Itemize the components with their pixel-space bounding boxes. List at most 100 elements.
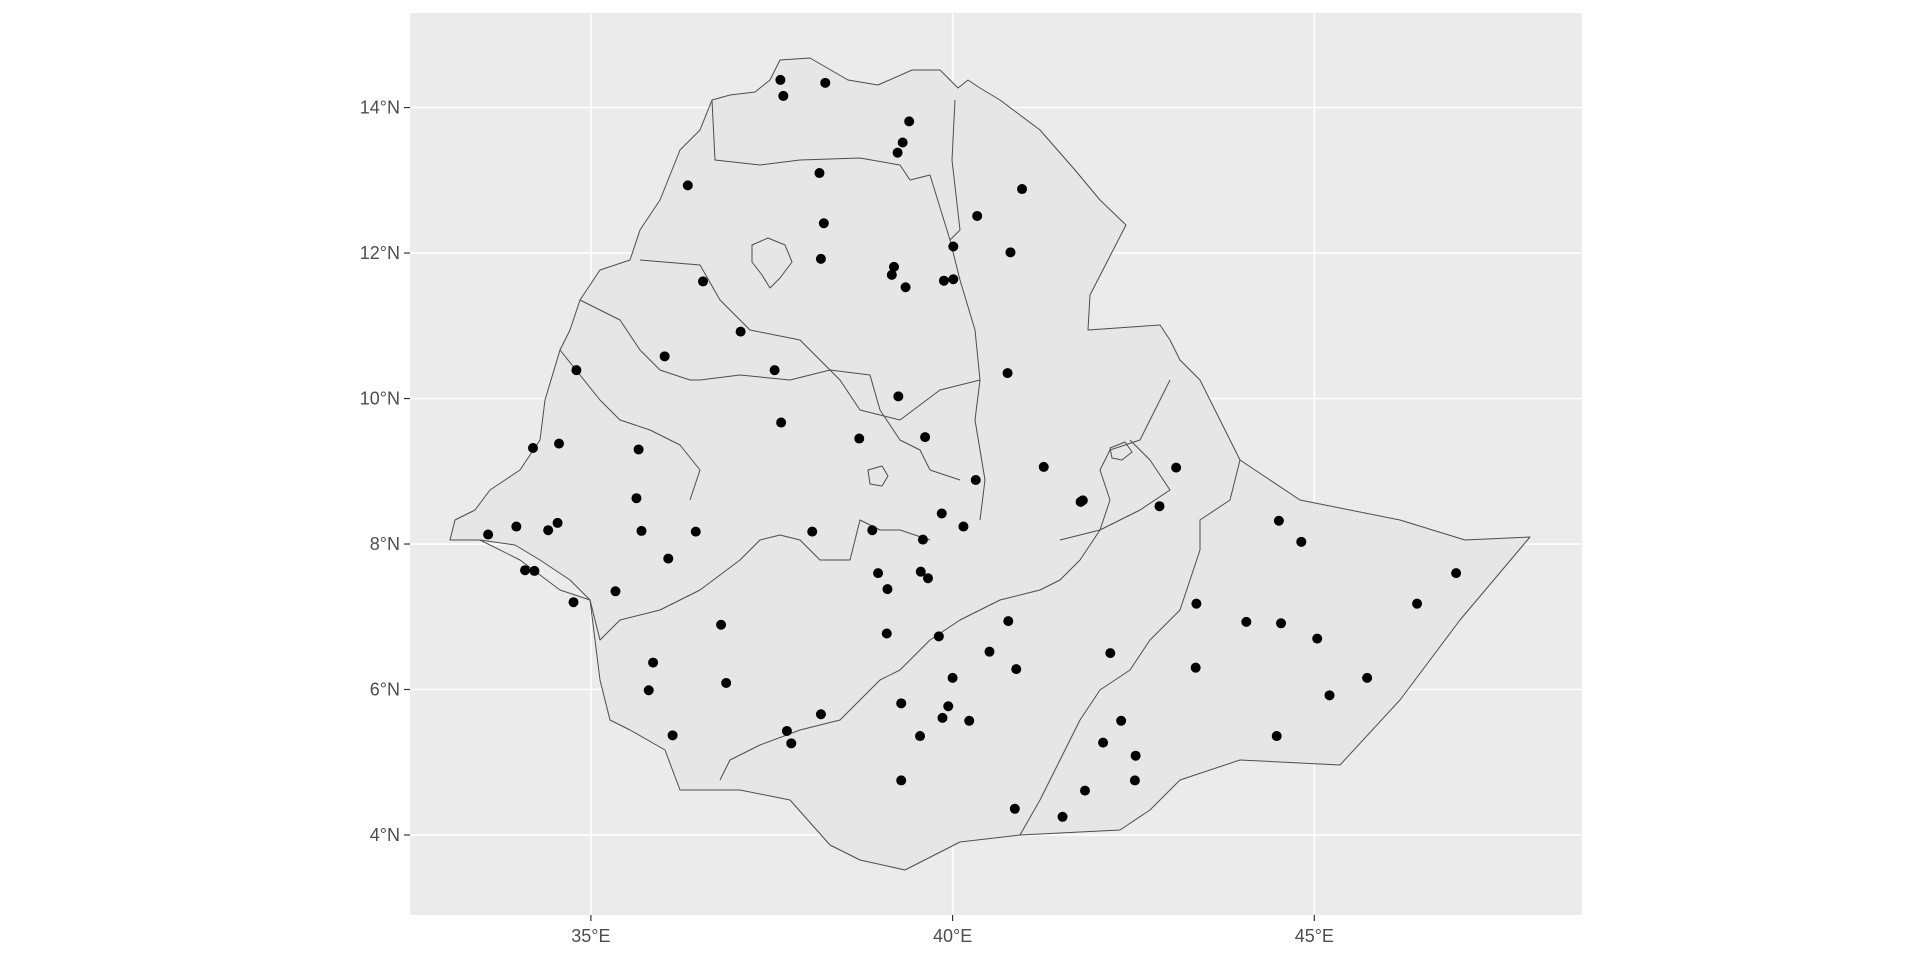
point-81 (896, 698, 907, 709)
point-24 (571, 365, 582, 376)
point-95 (1129, 775, 1140, 786)
region-border-east (1059, 439, 1171, 541)
point-68 (1312, 633, 1323, 644)
point-84 (937, 712, 948, 723)
point-66 (716, 619, 727, 630)
x-tick-label-2: 45°E (1295, 926, 1334, 946)
point-8 (1017, 184, 1028, 195)
ethiopia-regions (449, 57, 1531, 871)
point-52 (529, 565, 540, 576)
point-2 (820, 77, 831, 88)
region-border-south-west (479, 519, 931, 641)
point-64 (1241, 616, 1252, 627)
point-17 (938, 275, 949, 286)
point-74 (1190, 662, 1201, 673)
country-outline (449, 57, 1531, 871)
point-6 (682, 180, 693, 191)
point-51 (520, 565, 531, 576)
point-18 (948, 274, 959, 285)
point-67 (1003, 616, 1014, 627)
y-tick-label-1: 6°N (370, 680, 400, 700)
point-45 (552, 517, 563, 528)
point-26 (527, 442, 538, 453)
point-41 (917, 534, 928, 545)
x-tick-label-0: 35°E (571, 926, 610, 946)
point-21 (659, 351, 670, 362)
point-78 (721, 677, 732, 688)
point-88 (786, 738, 797, 749)
point-38 (631, 493, 642, 504)
point-37 (1154, 501, 1165, 512)
point-0 (775, 74, 786, 85)
point-82 (943, 701, 954, 712)
point-28 (633, 444, 644, 455)
point-4 (897, 137, 908, 148)
point-61 (1451, 568, 1462, 579)
point-58 (568, 597, 579, 608)
point-11 (948, 241, 959, 252)
point-15 (886, 269, 897, 280)
point-87 (781, 725, 792, 736)
point-53 (873, 568, 884, 579)
point-76 (947, 672, 958, 683)
point-16 (900, 282, 911, 293)
point-19 (698, 276, 708, 287)
region-border-south (719, 379, 1171, 781)
point-72 (1105, 648, 1116, 659)
point-50 (663, 553, 674, 564)
point-73 (648, 657, 659, 668)
point-10 (972, 210, 983, 221)
region-border-west (559, 349, 701, 501)
point-63 (1191, 598, 1202, 609)
point-69 (881, 628, 892, 639)
point-55 (922, 573, 933, 584)
point-12 (1005, 247, 1016, 258)
point-96 (1079, 785, 1090, 796)
region-border-benishangul (579, 299, 700, 381)
point-36 (1077, 495, 1088, 506)
point-89 (915, 731, 926, 742)
point-42 (483, 529, 494, 540)
point-56 (882, 584, 893, 595)
point-91 (1130, 750, 1141, 761)
point-34 (1171, 462, 1182, 473)
point-59 (1273, 515, 1284, 526)
region-border-amhara-oromia (699, 369, 961, 481)
point-43 (511, 521, 522, 532)
y-axis: 4°N 6°N 8°N 10°N 12°N 14°N (360, 98, 410, 845)
enclave-addis (867, 465, 889, 487)
point-20 (735, 326, 746, 337)
point-92 (1271, 731, 1282, 742)
y-tick-label-4: 12°N (360, 243, 400, 263)
point-25 (893, 391, 904, 402)
point-71 (984, 646, 995, 657)
point-49 (867, 525, 878, 536)
point-98 (1057, 811, 1068, 822)
point-60 (1296, 536, 1307, 547)
point-9 (818, 218, 829, 229)
point-80 (1362, 672, 1373, 683)
point-75 (1011, 664, 1022, 675)
point-32 (970, 475, 981, 486)
point-30 (854, 433, 865, 444)
point-83 (815, 709, 826, 720)
region-border-somali (1019, 459, 1241, 836)
point-29 (776, 417, 787, 428)
point-90 (1098, 737, 1109, 748)
point-33 (1038, 461, 1049, 472)
point-77 (643, 685, 654, 696)
point-46 (636, 525, 647, 536)
y-tick-label-0: 4°N (370, 825, 400, 845)
y-tick-label-5: 14°N (360, 98, 400, 118)
point-62 (1412, 598, 1423, 609)
point-5 (892, 147, 903, 158)
x-tick-label-1: 40°E (933, 926, 972, 946)
point-39 (936, 508, 947, 519)
point-65 (1276, 618, 1287, 629)
point-54 (915, 566, 926, 577)
point-27 (554, 438, 565, 449)
point-79 (1324, 690, 1335, 701)
point-47 (690, 526, 701, 537)
point-97 (1009, 803, 1020, 814)
point-86 (1116, 715, 1127, 726)
